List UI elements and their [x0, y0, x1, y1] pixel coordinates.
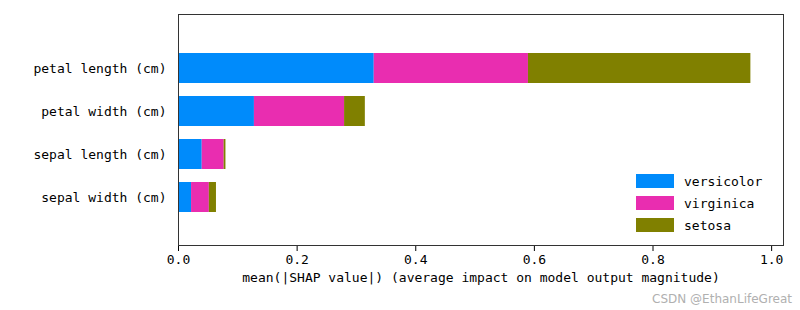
svg-text:mean(|SHAP value|) (average im: mean(|SHAP value|) (average impact on mo… [242, 270, 719, 285]
html-text:CSDN @EthanLifeGreat: CSDN @EthanLifeGreat [652, 292, 792, 306]
svg-text:1.0: 1.0 [760, 252, 783, 267]
svg-text:petal length (cm): petal length (cm) [33, 61, 166, 76]
html-text:setosa: setosa [684, 217, 731, 233]
svg-text:0.0: 0.0 [167, 252, 190, 267]
html-text:virginica: virginica [684, 195, 755, 211]
svg-text:sepal width (cm): sepal width (cm) [41, 190, 166, 205]
svg-text:0.4: 0.4 [404, 252, 428, 267]
svg-text:0.8: 0.8 [641, 252, 664, 267]
html-text:versicolor: versicolor [684, 173, 763, 189]
svg-text:0.2: 0.2 [285, 252, 308, 267]
svg-text:0.6: 0.6 [523, 252, 546, 267]
svg-text:sepal length (cm): sepal length (cm) [33, 147, 166, 162]
svg-text:petal width (cm): petal width (cm) [41, 104, 166, 119]
